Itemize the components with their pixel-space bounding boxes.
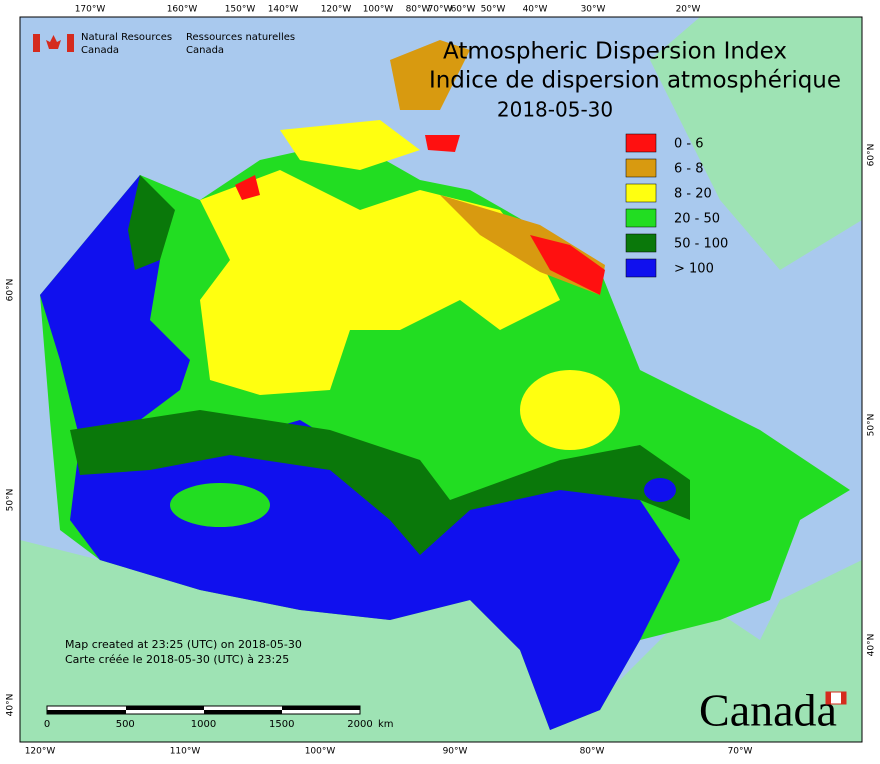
region-green-prairie (170, 483, 270, 527)
legend-label: 0 - 6 (674, 137, 704, 152)
legend-label: 8 - 20 (674, 187, 712, 202)
agency-fr: Ressources naturelles (186, 32, 295, 43)
us-land (20, 540, 862, 742)
graticule-label: 160°W (167, 5, 198, 15)
graticule-label: 30°W (581, 5, 606, 15)
scale-label: 1000 (191, 719, 216, 730)
region-red-baffin (530, 235, 605, 295)
wordmark-flag-bar (841, 692, 846, 704)
credit: Carte créée le 2018-05-30 (UTC) à 23:25 (65, 653, 289, 666)
title-date: 2018-05-30 (497, 98, 613, 122)
wordmark-text: Canada (699, 685, 837, 736)
scale-bar: km (46, 705, 394, 730)
region-yellow-quebec (520, 370, 620, 450)
flag-leaf (46, 35, 61, 49)
title-en: Atmospheric Dispersion Index (443, 39, 787, 65)
graticule-label: 50°N (867, 414, 877, 437)
region-orange-north (390, 40, 470, 110)
graticule-label: 170°W (75, 5, 106, 15)
graticule-label: 40°N (6, 694, 16, 717)
scale-label: 1500 (269, 719, 294, 730)
legend-swatch (625, 183, 657, 203)
flag-bar (67, 34, 74, 52)
graticule-label: 90°W (443, 747, 468, 757)
graticule-label: 50°N (6, 489, 16, 512)
legend-swatch (625, 158, 657, 178)
graticule-label: 60°N (867, 144, 877, 167)
graticule-label: 100°W (305, 747, 336, 757)
region-darkgreen-nw (128, 175, 175, 270)
graticule-label: 80°W (580, 747, 605, 757)
graticule-label: 40°W (523, 5, 548, 15)
legend-label: > 100 (674, 262, 714, 277)
agency-en: Canada (81, 45, 119, 56)
legend-label: 6 - 8 (674, 162, 704, 177)
legend-swatch (625, 258, 657, 278)
graticule-label: 20°W (676, 5, 701, 15)
legend-swatch (625, 133, 657, 153)
wordmark: Canada (699, 685, 847, 736)
scale-label: 500 (116, 719, 135, 730)
legend-label: 20 - 50 (674, 212, 720, 227)
arctic-islands (280, 120, 420, 170)
scale-label: 0 (44, 719, 50, 730)
graticule-label: 140°W (268, 5, 299, 15)
region-red-west (235, 175, 260, 200)
graticule-label: 40°N (867, 634, 877, 657)
title-fr: Indice de dispersion atmosphérique (429, 68, 841, 94)
scale-bar-seg (126, 706, 204, 710)
scale-bar-seg (204, 710, 282, 714)
region-darkgreen (70, 410, 690, 555)
graticule-label: 60°W (451, 5, 476, 15)
graticule-label: 50°W (481, 5, 506, 15)
graticule-label: 60°N (6, 279, 16, 302)
scale-label: 2000 (347, 719, 372, 730)
graticule-label: 120°W (25, 747, 56, 757)
flag-bar (33, 34, 40, 52)
legend-label: 50 - 100 (674, 237, 728, 252)
agency-fr: Canada (186, 45, 224, 56)
graticule-label: 80°W (406, 5, 431, 15)
region-red-north (425, 135, 460, 152)
region-blue (40, 175, 680, 730)
graticule-label: 110°W (170, 747, 201, 757)
region-yellow (200, 170, 560, 395)
credit: Map created at 23:25 (UTC) on 2018-05-30 (65, 638, 302, 651)
graticule-label: 150°W (225, 5, 256, 15)
agency-en: Natural Resources (81, 32, 172, 43)
logo: Natural Resources Canada Ressources natu… (33, 32, 295, 56)
legend-swatch (625, 208, 657, 228)
scale-unit: km (378, 719, 394, 730)
graticule-label: 70°W (728, 747, 753, 757)
region-blue-east (644, 478, 676, 502)
wordmark-flag-bar (826, 692, 831, 704)
scale-bar-seg (282, 706, 360, 710)
graticule-label: 70°W (428, 5, 453, 15)
graticule-label: 120°W (321, 5, 352, 15)
scale-bar-seg (47, 710, 126, 714)
legend-swatch (625, 233, 657, 253)
greenland (650, 17, 862, 270)
graticule-label: 100°W (363, 5, 394, 15)
frame (19, 16, 863, 743)
